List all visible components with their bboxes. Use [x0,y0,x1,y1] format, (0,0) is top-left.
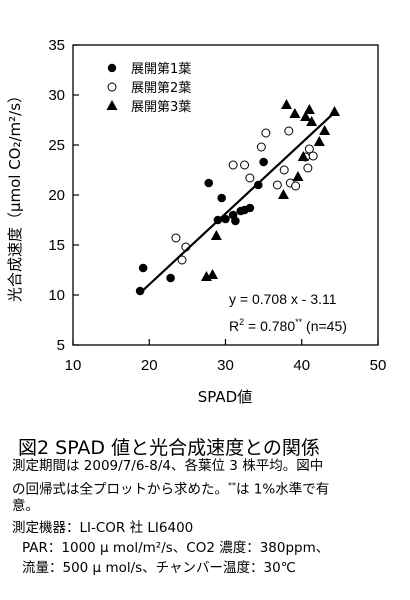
point-leaf3 [306,116,318,126]
caption-line-2b: は 1%水準で有 [236,481,330,498]
axis-ticks [72,44,379,346]
point-leaf1 [259,157,268,167]
x-tick-label: 50 [370,357,387,374]
caption-significance-mark: ** [228,481,236,490]
point-leaf2 [261,128,271,138]
point-leaf1 [204,178,214,188]
point-leaf2 [256,142,266,152]
point-leaf2 [303,163,313,173]
x-tick-label: 40 [293,357,310,374]
y-tick-label: 35 [48,37,65,54]
caption-line-2: の回帰式は全プロットから求めた。**は 1%水準で有 [12,476,329,500]
x-tick-label: 30 [217,357,234,374]
point-leaf1 [253,180,263,190]
regression-annotation: y = 0.708 x - 3.11 R2 = 0.780** (n=45) [229,291,347,334]
legend-label-leaf3: 展開第3葉 [131,100,191,115]
point-leaf2 [177,255,187,265]
legend: 展開第1葉 展開第2葉 展開第3葉 [106,62,191,115]
x-tick-label: 10 [65,357,82,374]
point-leaf1 [166,273,175,283]
y-axis-label: 光合成速度（μmol CO₂/m²/s） [6,88,24,302]
caption-line-3: 意。 [12,498,39,514]
point-leaf3 [313,136,325,146]
point-leaf2 [304,144,314,154]
point-leaf1 [231,216,240,226]
y-tick-label: 25 [48,137,65,154]
r2-label: R [229,318,239,334]
point-leaf3 [329,106,341,116]
legend-marker-leaf3 [106,100,118,110]
point-leaf1 [217,193,226,203]
point-leaf2 [171,233,181,243]
x-tick-label: 20 [141,357,158,374]
caption-conditions-1: PAR：1000 μ mol/m²/s、CO2 濃度：380ppm、 [22,540,330,556]
y-tick-label: 15 [48,237,65,254]
sample-size: (n=45) [302,318,347,334]
regression-line [139,111,336,294]
legend-marker-leaf1 [107,63,117,73]
data-points [135,99,341,296]
point-leaf3 [292,171,304,181]
point-leaf3 [319,125,331,135]
point-leaf1 [138,263,148,273]
point-leaf3 [300,111,312,121]
point-leaf3 [277,189,289,199]
point-leaf2 [272,180,282,190]
point-leaf2 [228,160,238,170]
y-tick-label: 20 [48,187,65,204]
y-tick-label: 5 [57,337,65,354]
point-leaf3 [297,151,309,161]
legend-label-leaf1: 展開第1葉 [131,62,191,77]
caption-conditions-2: 流量：500 μ mol/s、チャンバー温度：30℃ [22,560,296,576]
point-leaf2 [245,173,255,183]
figure-title: 図2 SPAD 値と光合成速度との関係 [18,437,320,459]
point-leaf3 [281,99,292,109]
x-axis-label: SPAD値 [198,388,252,406]
r2-text: R2 = 0.780** (n=45) [229,317,347,334]
point-leaf1 [135,286,145,296]
point-leaf2 [291,181,301,191]
caption-instrument: 測定機器：LI-COR 社 LI6400 [12,520,194,536]
point-leaf2 [308,151,318,161]
significance-mark: ** [295,317,303,327]
regression-equation: y = 0.708 x - 3.11 [229,291,337,307]
point-leaf1 [245,203,255,213]
legend-marker-leaf2 [107,82,117,92]
point-leaf3 [289,108,301,118]
y-tick-label: 30 [48,87,65,104]
caption-line-2a: の回帰式は全プロットから求めた。 [12,481,228,498]
point-leaf2 [279,165,289,175]
point-leaf2 [284,126,294,136]
point-leaf3 [303,104,315,114]
legend-label-leaf2: 展開第2葉 [131,81,191,96]
point-leaf3 [207,269,219,279]
point-leaf2 [240,160,250,170]
r2-superscript: 2 [239,317,244,327]
caption-line-1: 測定期間は 2009/7/6-8/4、各葉位 3 株平均。図中 [12,458,324,474]
point-leaf3 [210,230,222,240]
r2-value: = 0.780 [244,318,295,334]
y-tick-label: 10 [48,287,65,304]
